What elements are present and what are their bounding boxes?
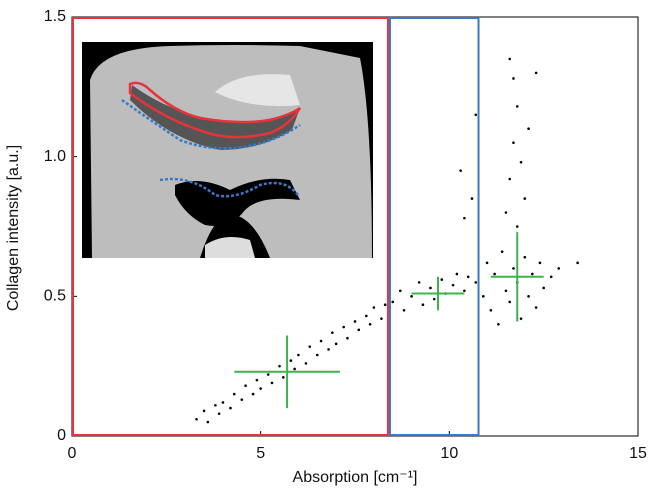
- x-tick-label: 0: [68, 445, 77, 462]
- point: [331, 331, 334, 334]
- point: [481, 295, 485, 298]
- point: [519, 317, 523, 320]
- point: [534, 306, 538, 309]
- point: [440, 278, 444, 281]
- point: [489, 309, 493, 312]
- point: [542, 286, 545, 290]
- point: [402, 309, 406, 312]
- point: [240, 398, 244, 401]
- point: [429, 286, 432, 290]
- point: [391, 300, 395, 304]
- point: [270, 381, 274, 385]
- point: [493, 272, 496, 276]
- point: [346, 336, 349, 340]
- x-axis-label: Absorption [cm⁻¹]: [293, 469, 418, 486]
- point: [421, 303, 425, 307]
- point: [527, 127, 530, 131]
- point: [549, 275, 553, 279]
- y-tick-label: 1.0: [44, 148, 66, 165]
- point: [278, 364, 281, 368]
- point: [451, 283, 455, 287]
- point: [534, 71, 538, 75]
- point: [463, 216, 466, 220]
- point: [202, 409, 206, 413]
- point: [504, 211, 508, 214]
- point: [497, 322, 500, 326]
- point: [500, 250, 504, 253]
- point: [474, 281, 478, 284]
- point: [474, 113, 478, 117]
- point: [334, 342, 338, 346]
- point: [508, 300, 512, 304]
- point: [266, 373, 270, 376]
- point: [304, 362, 308, 365]
- point: [244, 384, 247, 388]
- point: [512, 267, 515, 270]
- point: [229, 406, 232, 410]
- point: [515, 225, 519, 228]
- point: [368, 322, 372, 326]
- y-tick-label: 0.5: [44, 288, 66, 305]
- point: [432, 297, 436, 301]
- point: [527, 295, 530, 298]
- point: [365, 314, 368, 318]
- point: [455, 272, 459, 276]
- region: [388, 17, 480, 436]
- point: [221, 401, 225, 404]
- point: [319, 339, 323, 343]
- point: [398, 289, 402, 293]
- point: [315, 353, 319, 357]
- point: [463, 289, 466, 293]
- point: [417, 281, 421, 284]
- point: [523, 197, 527, 200]
- point: [512, 141, 515, 144]
- y-tick-label: 0: [57, 427, 66, 444]
- region: [72, 17, 389, 436]
- point: [576, 261, 579, 265]
- point: [327, 348, 330, 351]
- x-tick-label: 10: [440, 445, 458, 462]
- point: [206, 420, 210, 424]
- point: [485, 261, 489, 265]
- point: [255, 378, 259, 382]
- point: [508, 177, 512, 181]
- point: [342, 325, 345, 329]
- point: [195, 417, 198, 421]
- point: [380, 317, 383, 320]
- point: [410, 295, 413, 298]
- point: [519, 160, 523, 164]
- point: [372, 306, 376, 309]
- point: [508, 57, 512, 61]
- point: [308, 345, 312, 348]
- point: [289, 359, 293, 362]
- point: [523, 255, 527, 259]
- point: [232, 392, 236, 396]
- point: [282, 376, 285, 379]
- point: [259, 387, 262, 390]
- y-tick-label: 1.5: [44, 8, 66, 25]
- point: [297, 353, 300, 357]
- point: [214, 403, 217, 407]
- point: [515, 105, 519, 108]
- point: [459, 169, 462, 172]
- inset-image: [82, 42, 373, 258]
- point: [531, 272, 534, 276]
- point: [383, 303, 387, 307]
- point: [557, 267, 561, 270]
- point: [512, 77, 515, 80]
- point: [357, 328, 361, 332]
- point: [466, 275, 470, 279]
- point: [538, 261, 542, 265]
- point: [504, 289, 508, 293]
- point: [217, 412, 221, 415]
- point: [251, 392, 255, 396]
- x-tick-label: 15: [629, 445, 647, 462]
- y-axis-label: Collagen intensity [a.u.]: [5, 145, 22, 311]
- point: [470, 197, 474, 200]
- x-tick-label: 5: [256, 445, 265, 462]
- point: [293, 367, 296, 371]
- point: [353, 320, 357, 323]
